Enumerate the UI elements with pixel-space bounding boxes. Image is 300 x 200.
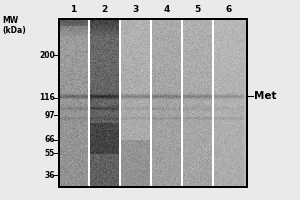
Text: 6: 6 [225,5,232,14]
Text: 200: 200 [39,50,55,60]
Text: MW
(kDa): MW (kDa) [2,16,26,35]
Text: 4: 4 [163,5,170,14]
Text: Met: Met [254,91,277,101]
Text: 36: 36 [44,170,55,180]
Text: 97: 97 [44,110,55,119]
Text: 116: 116 [39,94,55,102]
Text: 2: 2 [101,5,108,14]
Text: 5: 5 [194,5,201,14]
Text: 66: 66 [44,136,55,144]
Text: 1: 1 [70,5,76,14]
Text: 3: 3 [132,5,139,14]
Text: 55: 55 [45,148,55,158]
